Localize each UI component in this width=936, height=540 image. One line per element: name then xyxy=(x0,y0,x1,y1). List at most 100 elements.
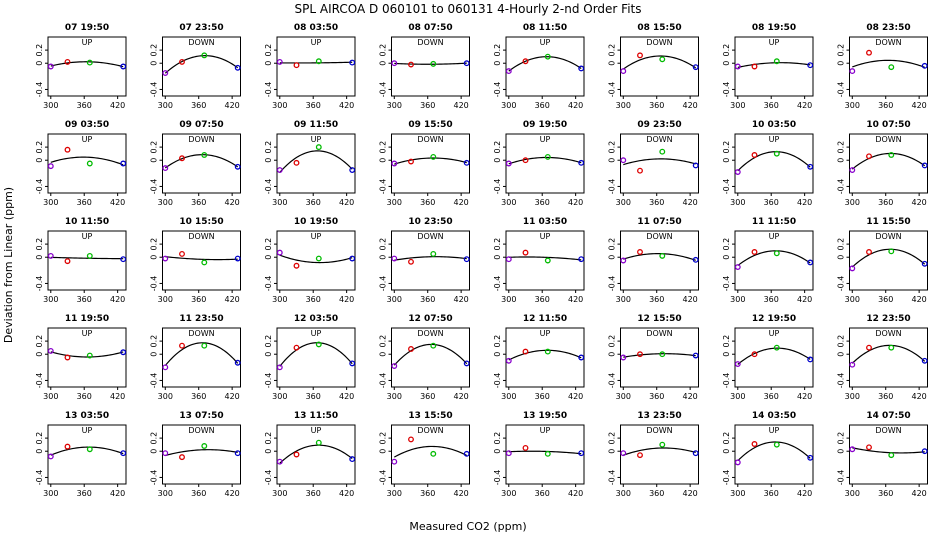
y-tick-label: -0.4 xyxy=(837,276,846,292)
y-axis-label: Deviation from Linear (ppm) xyxy=(2,187,15,343)
data-point xyxy=(293,344,300,351)
data-point xyxy=(349,456,356,463)
x-tick-label: 300 xyxy=(501,198,516,207)
x-tick-label: 420 xyxy=(225,295,240,304)
x-tick-label: 360 xyxy=(764,101,779,110)
panel-title: 09 03:50 xyxy=(65,120,109,130)
data-point xyxy=(391,160,398,167)
y-tick-label: 0.2 xyxy=(35,432,44,445)
panel-direction: UP xyxy=(82,135,93,144)
y-tick-label: 0.2 xyxy=(264,141,273,154)
data-point xyxy=(659,252,666,259)
y-tick-label: -0.4 xyxy=(837,82,846,98)
panel: 14 03:50 UP -0.4 0 0.2 300 360 420 xyxy=(722,411,814,498)
x-tick-label: 300 xyxy=(501,101,516,110)
data-point xyxy=(921,162,928,169)
y-tick-label: -0.4 xyxy=(608,82,617,98)
data-point xyxy=(201,52,208,59)
panel-title: 10 19:50 xyxy=(294,217,338,227)
panel-frame xyxy=(162,327,241,388)
panel-direction: DOWN xyxy=(646,426,672,435)
panel: 10 15:50 DOWN -0.4 0 0.2 300 360 420 xyxy=(150,217,241,304)
panel-frame xyxy=(849,424,928,485)
y-tick-label: -0.4 xyxy=(150,179,159,195)
x-tick-label: 300 xyxy=(845,489,860,498)
data-point xyxy=(544,153,551,160)
panel: 09 23:50 DOWN -0.4 0 0.2 300 360 420 xyxy=(608,120,699,207)
x-tick-label: 300 xyxy=(387,198,402,207)
panel-frame xyxy=(849,327,928,388)
panel: 08 23:50 DOWN -0.4 0 0.2 300 360 420 xyxy=(837,23,928,110)
x-tick-label: 300 xyxy=(845,101,860,110)
y-tick-label: 0 xyxy=(722,61,731,66)
y-tick-label: 0 xyxy=(264,449,273,454)
x-tick-label: 420 xyxy=(110,489,125,498)
panel-title: 10 23:50 xyxy=(408,217,452,227)
y-tick-label: 0.2 xyxy=(837,44,846,57)
x-tick-label: 300 xyxy=(387,295,402,304)
panel-frame xyxy=(505,36,585,97)
x-tick-label: 360 xyxy=(77,295,92,304)
fit-curve xyxy=(164,154,239,169)
panel-direction: UP xyxy=(311,329,322,338)
x-tick-label: 300 xyxy=(730,392,745,401)
panel: 13 19:50 UP -0.4 0 0.2 300 360 420 xyxy=(493,411,585,498)
data-point xyxy=(162,364,169,371)
y-tick-label: 0 xyxy=(379,255,388,260)
fit-curve xyxy=(851,344,926,364)
x-tick-label: 420 xyxy=(797,198,812,207)
data-point xyxy=(807,62,814,69)
data-point xyxy=(544,348,551,355)
data-point xyxy=(408,61,414,68)
y-tick-label: 0 xyxy=(493,449,502,454)
data-point xyxy=(505,68,512,75)
data-point xyxy=(544,450,551,457)
y-tick-label: 0 xyxy=(379,352,388,357)
y-tick-label: 0.2 xyxy=(35,141,44,154)
data-point xyxy=(544,53,551,60)
x-tick-label: 420 xyxy=(339,489,354,498)
y-tick-label: 0 xyxy=(150,61,159,66)
data-point xyxy=(315,255,322,262)
y-tick-label: 0.2 xyxy=(837,432,846,445)
panel: 13 07:50 DOWN -0.4 0 0.2 300 360 420 xyxy=(150,411,241,498)
x-tick-label: 300 xyxy=(158,295,173,304)
x-tick-label: 420 xyxy=(568,295,583,304)
y-tick-label: 0.2 xyxy=(150,141,159,154)
y-tick-label: 0 xyxy=(264,352,273,357)
data-point xyxy=(734,63,741,70)
y-tick-label: 0 xyxy=(379,449,388,454)
data-point xyxy=(315,58,322,65)
y-tick-label: -0.4 xyxy=(608,470,617,486)
panel-direction: UP xyxy=(540,135,551,144)
data-point xyxy=(463,360,470,367)
x-tick-label: 360 xyxy=(77,198,92,207)
panel-direction: DOWN xyxy=(417,38,443,47)
data-point xyxy=(293,262,300,269)
y-tick-label: -0.4 xyxy=(493,276,502,292)
data-point xyxy=(866,444,872,451)
panel-direction: UP xyxy=(540,38,551,47)
y-tick-label: 0 xyxy=(35,255,44,260)
panel: 12 15:50 DOWN -0.4 0 0.2 300 360 420 xyxy=(608,314,699,401)
data-point xyxy=(86,352,93,359)
x-tick-label: 300 xyxy=(158,392,173,401)
x-tick-label: 420 xyxy=(339,101,354,110)
y-tick-label: 0 xyxy=(608,449,617,454)
data-point xyxy=(391,458,398,465)
panel-title: 09 11:50 xyxy=(294,120,338,130)
x-tick-label: 420 xyxy=(683,295,698,304)
data-point xyxy=(751,63,758,70)
data-point xyxy=(807,454,814,461)
panel-title: 13 19:50 xyxy=(523,411,567,421)
data-point xyxy=(120,349,127,356)
data-point xyxy=(522,157,529,164)
data-point xyxy=(64,146,71,153)
x-tick-label: 360 xyxy=(306,295,321,304)
panel-title: 13 15:50 xyxy=(408,411,452,421)
panel-title: 08 15:50 xyxy=(637,23,681,33)
y-tick-label: -0.4 xyxy=(608,179,617,195)
panel-frame xyxy=(505,230,585,291)
panel-direction: DOWN xyxy=(646,232,672,241)
x-axis-label: Measured CO2 (ppm) xyxy=(409,520,526,533)
